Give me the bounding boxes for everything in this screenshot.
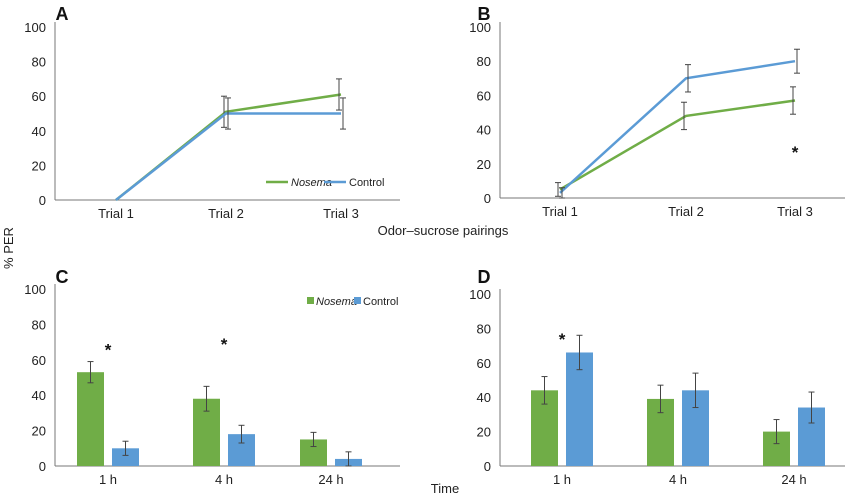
y-tick-label: 0 — [39, 193, 46, 208]
y-tick-label: 0 — [484, 191, 491, 206]
legend-label: Control — [349, 177, 384, 189]
panel-letter: D — [478, 267, 491, 287]
legend-item-control: Control — [354, 296, 398, 308]
x-tick-label: Trial 1 — [542, 204, 578, 219]
error-bar — [681, 101, 687, 131]
error-bar — [221, 95, 227, 128]
significance-star: * — [792, 143, 799, 162]
panel-c: C 0 20 40 60 80 100 1 h 4 h 24 h * * Nosema Control — [24, 267, 400, 487]
x-tick-label: 24 h — [318, 472, 343, 487]
error-bar — [555, 182, 561, 197]
error-bar — [122, 440, 129, 456]
y-tick-label: 100 — [24, 20, 46, 35]
x-tick-label: 1 h — [553, 472, 571, 487]
error-bar — [692, 372, 699, 409]
legend-item-nosema: Nosema — [266, 177, 332, 189]
error-bar — [576, 334, 583, 371]
error-bar — [657, 384, 664, 414]
error-bar — [773, 419, 780, 445]
significance-star: * — [105, 340, 112, 359]
legend-label: Nosema — [316, 296, 357, 308]
legend-item-control: Control — [324, 177, 384, 189]
error-bar — [238, 424, 245, 444]
y-tick-label: 40 — [477, 123, 491, 138]
error-bar — [541, 376, 548, 405]
y-tick-label: 0 — [39, 459, 46, 474]
error-bar — [794, 48, 800, 74]
x-tick-label: Trial 3 — [777, 204, 813, 219]
series-nosema — [555, 86, 796, 197]
series-control — [115, 97, 346, 201]
y-tick-label: 100 — [469, 20, 491, 35]
y-tick-label: 80 — [32, 317, 46, 332]
y-tick-label: 80 — [477, 321, 491, 336]
error-bar — [203, 385, 210, 412]
series-control — [559, 48, 800, 199]
y-tick-label: 20 — [477, 425, 491, 440]
error-bar — [808, 391, 815, 424]
panels: A 0 20 40 60 80 100 Trial 1 Trial 2 Trial 3 Nosema… — [24, 4, 845, 487]
y-tick-label: 20 — [32, 158, 46, 173]
series-control — [112, 424, 362, 467]
legend-swatch — [307, 297, 314, 304]
x-tick-label: Trial 3 — [323, 206, 359, 221]
y-tick-label: 100 — [24, 282, 46, 297]
bar — [566, 352, 593, 466]
series-line — [559, 99, 796, 191]
legend: Nosema Control — [266, 177, 384, 189]
y-axis-title: % PER — [1, 227, 16, 269]
error-bar — [340, 97, 346, 130]
y-tick-label: 60 — [477, 88, 491, 103]
legend: Nosema Control — [307, 296, 398, 308]
y-tick-label: 80 — [32, 55, 46, 70]
legend-item-nosema: Nosema — [307, 296, 357, 308]
legend-label: Nosema — [291, 177, 332, 189]
significance-star: * — [221, 335, 228, 354]
panel-b: B 0 20 40 60 80 100 Trial 1 Trial 2 Trial 3 * — [469, 4, 845, 219]
error-bar — [559, 187, 565, 199]
x-tick-label: 4 h — [669, 472, 687, 487]
x-tick-label: 4 h — [215, 472, 233, 487]
panel-letter: B — [478, 4, 491, 24]
x-tick-label: Trial 2 — [668, 204, 704, 219]
y-tick-label: 0 — [484, 459, 491, 474]
x-tick-label: 1 h — [99, 472, 117, 487]
error-bar — [685, 64, 691, 93]
y-tick-label: 60 — [477, 356, 491, 371]
y-tick-label: 40 — [32, 388, 46, 403]
series-line — [559, 59, 796, 194]
legend-swatch — [354, 297, 361, 304]
panel-letter: A — [56, 4, 69, 24]
y-tick-label: 80 — [477, 54, 491, 69]
series-nosema — [531, 376, 790, 466]
error-bar — [345, 451, 352, 467]
panel-a: A 0 20 40 60 80 100 Trial 1 Trial 2 Trial 3 Nosema… — [24, 4, 400, 221]
panel-letter: C — [56, 267, 69, 287]
y-tick-label: 60 — [32, 89, 46, 104]
error-bar — [790, 86, 796, 115]
y-tick-label: 40 — [32, 124, 46, 139]
legend-label: Control — [363, 296, 398, 308]
series-control — [566, 334, 825, 466]
y-tick-label: 20 — [32, 424, 46, 439]
error-bar — [336, 78, 342, 111]
error-bar — [87, 361, 94, 384]
y-tick-label: 40 — [477, 390, 491, 405]
y-tick-label: 20 — [477, 157, 491, 172]
x-axis-title-bottom: Time — [431, 481, 459, 496]
error-bar — [310, 431, 317, 448]
significance-star: * — [559, 330, 566, 349]
x-tick-label: Trial 2 — [208, 206, 244, 221]
series-nosema — [77, 361, 327, 466]
y-tick-label: 60 — [32, 353, 46, 368]
error-bar — [225, 97, 231, 130]
y-tick-label: 100 — [469, 287, 491, 302]
bar — [112, 448, 139, 466]
panel-d: D 0 20 40 60 80 100 1 h 4 h 24 h * — [469, 267, 845, 487]
x-axis-title-top: Odor–sucrose pairings — [378, 223, 509, 238]
bar — [77, 372, 104, 466]
x-tick-label: Trial 1 — [98, 206, 134, 221]
x-tick-label: 24 h — [781, 472, 806, 487]
